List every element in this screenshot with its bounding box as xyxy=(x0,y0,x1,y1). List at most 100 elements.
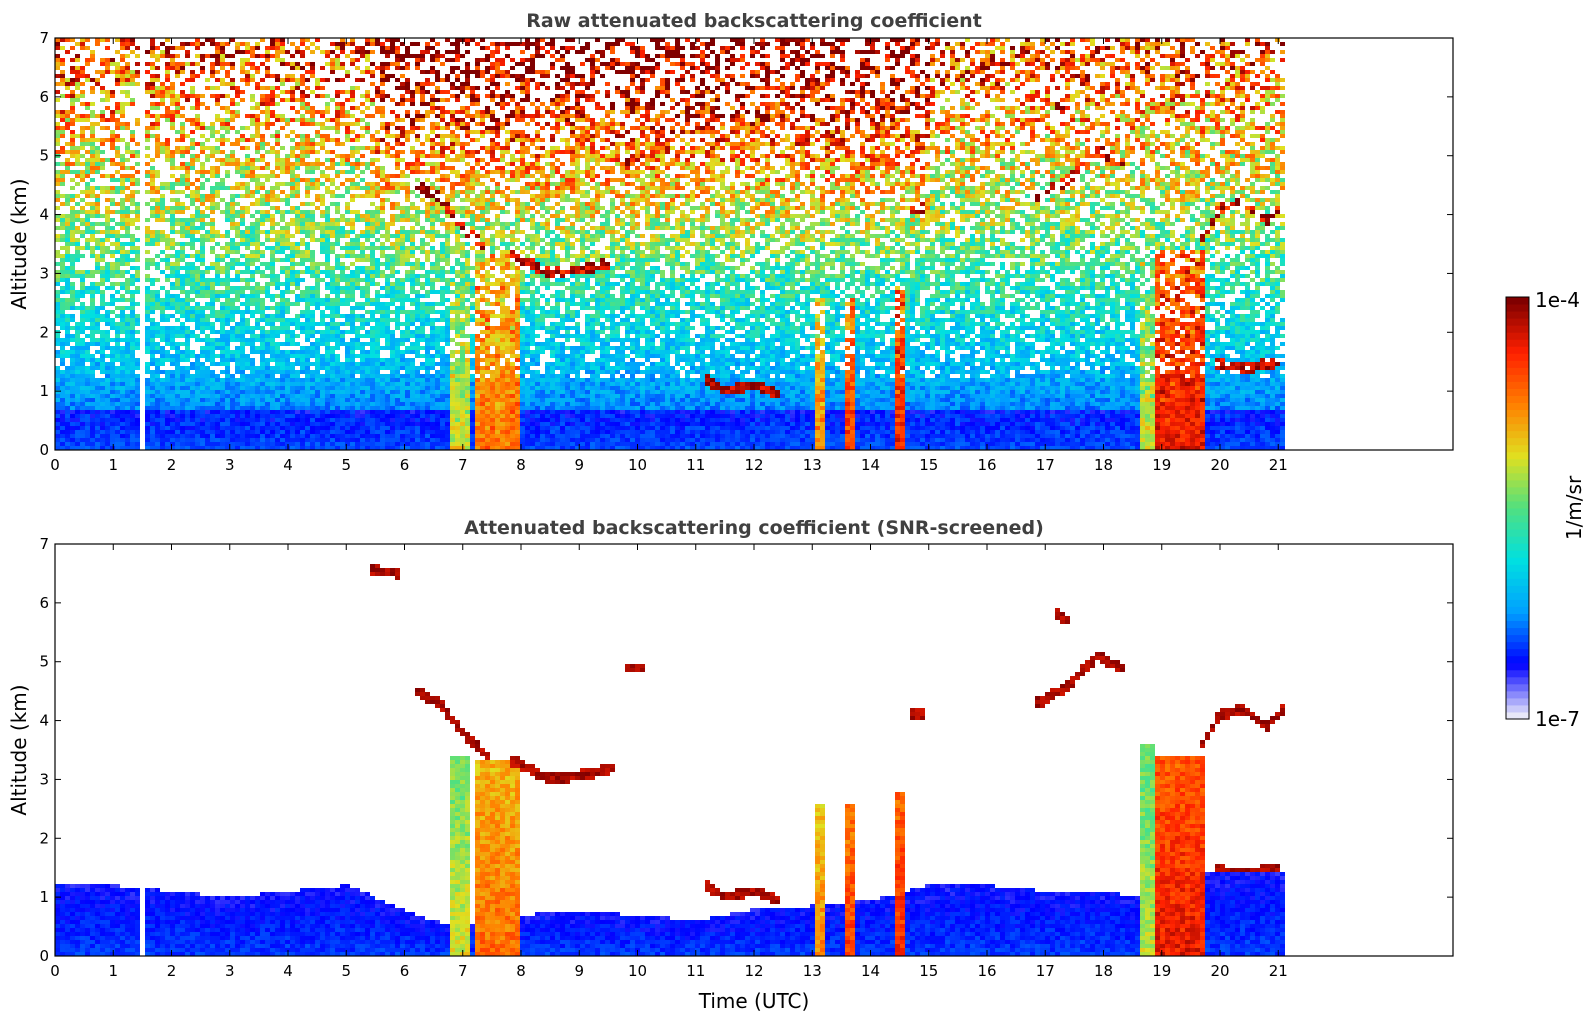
heatmap-cell xyxy=(310,170,315,174)
heatmap-cell xyxy=(330,230,335,234)
heatmap-cell xyxy=(260,446,265,450)
heatmap-cell xyxy=(295,78,300,82)
heatmap-cell xyxy=(300,158,305,162)
heatmap-cell xyxy=(210,362,215,366)
heatmap-cell xyxy=(65,402,70,406)
heatmap-cell xyxy=(300,250,305,254)
heatmap-cell xyxy=(275,138,280,142)
heatmap-cell xyxy=(165,314,170,318)
heatmap-cell xyxy=(85,290,90,294)
heatmap-cell xyxy=(255,394,260,398)
heatmap-cell xyxy=(335,170,340,174)
heatmap-cell xyxy=(120,114,125,118)
heatmap-cell xyxy=(135,390,140,394)
heatmap-cell xyxy=(155,126,160,130)
heatmap-cell xyxy=(220,442,225,446)
heatmap-cell xyxy=(220,334,225,338)
heatmap-cell xyxy=(390,134,395,138)
heatmap-cell xyxy=(290,410,295,414)
heatmap-cell xyxy=(290,42,295,46)
heatmap-cell xyxy=(185,290,190,294)
heatmap-cell xyxy=(65,38,70,42)
heatmap-cell xyxy=(295,390,300,394)
heatmap-cell xyxy=(70,218,75,222)
heatmap-cell xyxy=(380,94,385,98)
heatmap-cell xyxy=(185,182,190,186)
heatmap-cell xyxy=(270,442,275,446)
heatmap-cell xyxy=(100,330,105,334)
heatmap-cell xyxy=(160,382,165,386)
heatmap-cell xyxy=(205,278,210,282)
heatmap-cell xyxy=(370,362,375,366)
heatmap-cell xyxy=(235,402,240,406)
heatmap-cell xyxy=(255,126,260,130)
heatmap-cell xyxy=(360,430,365,434)
heatmap-cell xyxy=(110,250,115,254)
heatmap-cell xyxy=(145,130,150,134)
heatmap-cell xyxy=(85,370,90,374)
heatmap-cell xyxy=(215,438,220,442)
heatmap-cell xyxy=(285,406,290,410)
heatmap-cell xyxy=(325,386,330,390)
heatmap-cell xyxy=(210,322,215,326)
heatmap-cell xyxy=(180,298,185,302)
heatmap-cell xyxy=(155,406,160,410)
heatmap-cell xyxy=(270,150,275,154)
heatmap-cell xyxy=(135,62,140,66)
heatmap-cell xyxy=(370,410,375,414)
heatmap-cell xyxy=(285,378,290,382)
heatmap-cell xyxy=(370,186,375,190)
heatmap-cell xyxy=(105,446,110,450)
heatmap-cell xyxy=(105,278,110,282)
heatmap-cell xyxy=(80,358,85,362)
heatmap-cell xyxy=(125,430,130,434)
heatmap-cell xyxy=(335,90,340,94)
heatmap-cell xyxy=(285,286,290,290)
heatmap-cell xyxy=(180,70,185,74)
heatmap-cell xyxy=(215,114,220,118)
heatmap-cell xyxy=(115,382,120,386)
heatmap-cell xyxy=(75,170,80,174)
heatmap-cell xyxy=(65,202,70,206)
heatmap-cell xyxy=(335,402,340,406)
heatmap-cell xyxy=(170,162,175,166)
heatmap-cell xyxy=(295,242,300,246)
heatmap-cell xyxy=(290,430,295,434)
heatmap-cell xyxy=(195,282,200,286)
heatmap-cell xyxy=(255,178,260,182)
heatmap-cell xyxy=(160,442,165,446)
heatmap-cell xyxy=(155,134,160,138)
heatmap-cell xyxy=(345,378,350,382)
heatmap-cell xyxy=(160,186,165,190)
heatmap-cell xyxy=(390,274,395,278)
heatmap-cell xyxy=(355,406,360,410)
heatmap-cell xyxy=(145,426,150,430)
heatmap-cell xyxy=(280,342,285,346)
heatmap-cell xyxy=(305,62,310,66)
heatmap-cell xyxy=(235,270,240,274)
heatmap-cell xyxy=(375,282,380,286)
heatmap-cell xyxy=(215,62,220,66)
heatmap-cell xyxy=(250,366,255,370)
heatmap-cell xyxy=(290,434,295,438)
heatmap-cell xyxy=(130,178,135,182)
heatmap-cell xyxy=(190,426,195,430)
heatmap-cell xyxy=(350,418,355,422)
heatmap-cell xyxy=(170,390,175,394)
heatmap-cell xyxy=(365,434,370,438)
heatmap-cell xyxy=(325,294,330,298)
heatmap-cell xyxy=(350,374,355,378)
heatmap-cell xyxy=(100,222,105,226)
heatmap-cell xyxy=(195,118,200,122)
heatmap-cell xyxy=(355,174,360,178)
heatmap-cell xyxy=(310,438,315,442)
heatmap-cell xyxy=(100,214,105,218)
heatmap-cell xyxy=(115,370,120,374)
heatmap-cell xyxy=(275,234,280,238)
heatmap-cell xyxy=(365,394,370,398)
heatmap-cell xyxy=(360,386,365,390)
heatmap-cell xyxy=(80,246,85,250)
heatmap-cell xyxy=(320,354,325,358)
heatmap-cell xyxy=(330,218,335,222)
heatmap-cell xyxy=(125,286,130,290)
